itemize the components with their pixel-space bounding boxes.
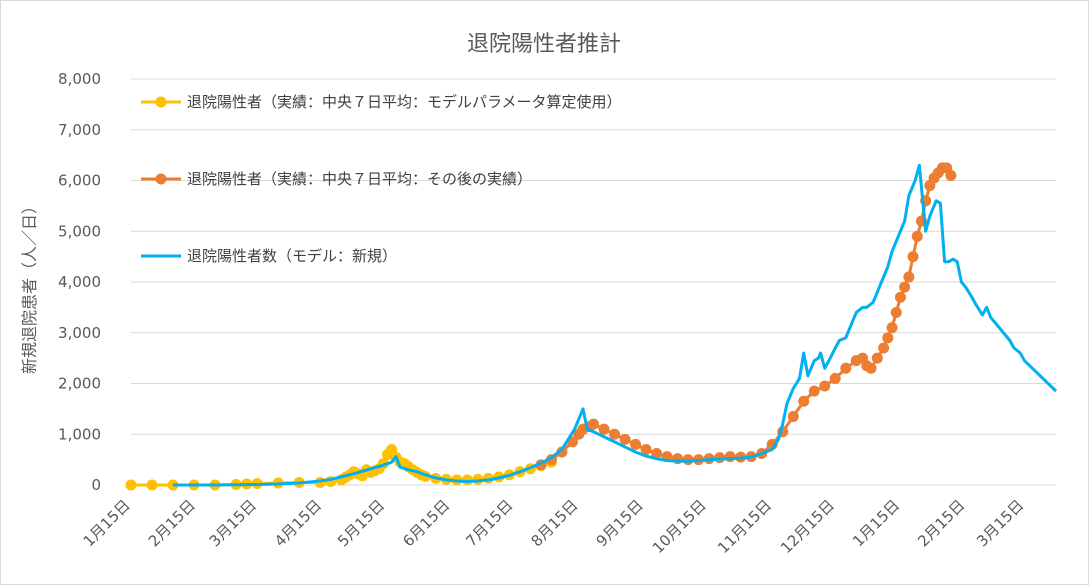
series-3 xyxy=(173,163,1058,487)
data-point xyxy=(871,352,883,364)
series-line xyxy=(540,166,953,467)
data-point xyxy=(598,423,610,435)
data-point xyxy=(808,385,820,397)
data-point xyxy=(630,438,642,450)
data-point xyxy=(882,332,894,344)
data-point xyxy=(798,395,810,407)
data-point xyxy=(125,479,137,491)
x-tick-label: 8月15日 xyxy=(527,496,581,550)
data-point xyxy=(609,428,621,440)
series-layer xyxy=(125,162,1058,491)
data-point xyxy=(146,479,158,491)
data-point xyxy=(829,372,841,384)
x-tick-labels: 1月15日 2月15日 3月15日 4月15日 5月15日 6月15日 7月15日 8月15日… xyxy=(80,496,1028,557)
data-point xyxy=(840,362,852,374)
data-point xyxy=(894,291,906,303)
data-point xyxy=(619,433,631,445)
y-tick-label: 7,000 xyxy=(58,121,101,139)
series-2 xyxy=(535,162,957,471)
y-axis-label: 新規退院患者（人／日） xyxy=(20,198,39,374)
y-tick-labels: 0 1,000 2,000 3,000 4,000 5,000 6,000 7,000 8,00… xyxy=(58,70,101,494)
x-tick-label: 7月15日 xyxy=(462,496,516,550)
x-tick-label: 12月15日 xyxy=(777,496,838,557)
legend-label: 退院陽性者数（モデル：新規） xyxy=(187,247,397,265)
x-tick-label: 4月15日 xyxy=(271,496,325,550)
x-tick-label: 2月15日 xyxy=(914,496,968,550)
y-tick-label: 3,000 xyxy=(58,324,101,342)
y-tick-label: 5,000 xyxy=(58,222,101,240)
series-line xyxy=(173,163,1058,487)
data-point xyxy=(640,443,652,455)
x-tick-label: 1月15日 xyxy=(849,496,903,550)
data-point xyxy=(819,380,831,392)
data-point xyxy=(878,342,890,354)
chart-title: 退院陽性者推計 xyxy=(467,32,621,57)
data-point xyxy=(907,251,919,263)
data-point xyxy=(903,271,915,283)
gridlines xyxy=(131,78,1056,486)
y-tick-label: 6,000 xyxy=(58,172,101,190)
data-point xyxy=(651,448,663,460)
legend-swatch-marker xyxy=(155,96,167,108)
legend: 退院陽性者（実績：中央７日平均：モデルパラメータ算定使用） 退院陽性者（実績：中央… xyxy=(141,93,622,265)
data-point xyxy=(899,281,911,293)
data-point xyxy=(787,410,799,422)
x-tick-label: 3月15日 xyxy=(206,496,260,550)
legend-swatch-marker xyxy=(155,173,167,185)
legend-entry-2: 退院陽性者（実績：中央７日平均：その後の実績） xyxy=(141,170,532,188)
legend-label: 退院陽性者（実績：中央７日平均：その後の実績） xyxy=(187,170,532,188)
x-tick-label: 3月15日 xyxy=(973,496,1027,550)
x-tick-label: 5月15日 xyxy=(334,496,388,550)
x-tick-label: 9月15日 xyxy=(593,496,647,550)
x-tick-label: 2月15日 xyxy=(145,496,199,550)
x-tick-label: 6月15日 xyxy=(399,496,453,550)
data-point xyxy=(890,306,902,318)
legend-entry-3: 退院陽性者数（モデル：新規） xyxy=(141,247,397,265)
x-tick-label: 11月15日 xyxy=(714,496,775,557)
y-tick-label: 4,000 xyxy=(58,273,101,291)
y-tick-label: 1,000 xyxy=(58,425,101,443)
data-point xyxy=(556,446,568,458)
data-point xyxy=(724,451,736,463)
data-point xyxy=(911,230,923,242)
data-point xyxy=(886,322,898,334)
y-tick-label: 2,000 xyxy=(58,375,101,393)
legend-label: 退院陽性者（実績：中央７日平均：モデルパラメータ算定使用） xyxy=(187,93,622,111)
y-tick-label: 0 xyxy=(91,476,101,494)
data-point xyxy=(945,169,957,181)
y-tick-label: 8,000 xyxy=(58,70,101,88)
x-tick-label: 1月15日 xyxy=(80,496,134,550)
x-tick-label: 10月15日 xyxy=(649,496,710,557)
legend-entry-1: 退院陽性者（実績：中央７日平均：モデルパラメータ算定使用） xyxy=(141,93,622,111)
data-point xyxy=(588,418,599,430)
data-point xyxy=(865,362,877,374)
